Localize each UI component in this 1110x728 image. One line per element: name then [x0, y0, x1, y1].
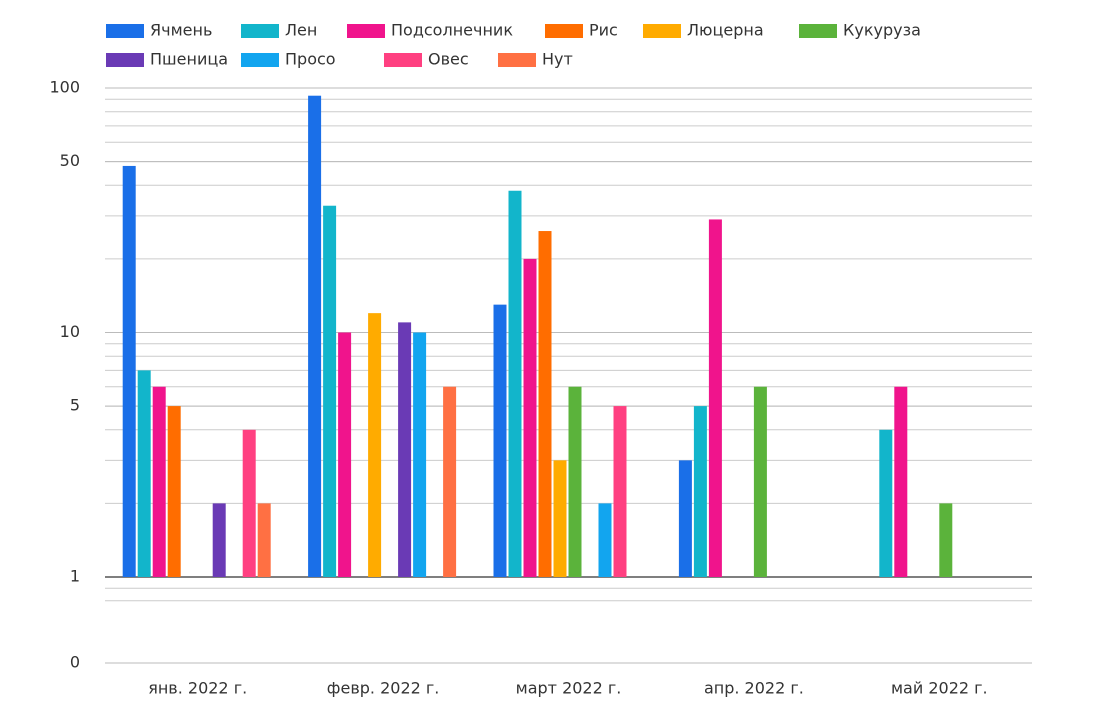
bar: [894, 386, 908, 577]
bar: [708, 219, 722, 577]
x-tick-label: март 2022 г.: [516, 679, 622, 698]
bar: [598, 503, 612, 577]
legend-label: Овес: [428, 50, 469, 69]
legend-label: Кукуруза: [843, 21, 921, 40]
bar: [257, 503, 271, 577]
bar: [613, 406, 627, 577]
bar: [167, 406, 181, 577]
bar: [538, 231, 552, 578]
bar: [242, 429, 256, 577]
bar: [152, 386, 166, 577]
legend-swatch: [106, 53, 144, 67]
bar: [398, 322, 412, 577]
y-tick-label: 50: [60, 151, 80, 170]
bar: [939, 503, 953, 577]
legend-label: Рис: [589, 21, 618, 40]
legend-label: Просо: [285, 50, 336, 69]
legend-label: Ячмень: [150, 21, 212, 40]
bar: [879, 429, 893, 577]
bar: [368, 313, 382, 577]
legend-label: Лен: [285, 21, 317, 40]
y-tick-label: 1: [70, 567, 80, 586]
y-tick-label: 100: [49, 78, 80, 97]
x-tick-label: апр. 2022 г.: [704, 679, 804, 698]
legend-swatch: [241, 24, 279, 38]
x-tick-label: янв. 2022 г.: [148, 679, 247, 698]
legend-label: Пшеница: [150, 50, 228, 69]
bar: [508, 190, 522, 577]
bar: [693, 406, 707, 577]
bar: [443, 386, 457, 577]
bar: [523, 258, 537, 577]
y-tick-label: 5: [70, 396, 80, 415]
bar: [137, 370, 151, 577]
legend-swatch: [347, 24, 385, 38]
bar: [212, 503, 226, 577]
legend-swatch: [498, 53, 536, 67]
legend-swatch: [384, 53, 422, 67]
bar: [493, 304, 507, 577]
bar: [323, 205, 337, 578]
legend-swatch: [545, 24, 583, 38]
legend-label: Нут: [542, 50, 573, 69]
bar: [308, 95, 322, 577]
y-tick-label: 10: [60, 322, 80, 341]
bar: [678, 460, 692, 577]
bar: [553, 460, 567, 577]
legend-swatch: [241, 53, 279, 67]
y-tick-label: 0: [70, 653, 80, 672]
legend-swatch: [106, 24, 144, 38]
legend-swatch: [799, 24, 837, 38]
bar: [753, 386, 767, 577]
legend-label: Люцерна: [687, 21, 764, 40]
bar: [568, 386, 582, 577]
legend-swatch: [643, 24, 681, 38]
legend-label: Подсолнечник: [391, 21, 513, 40]
x-tick-label: февр. 2022 г.: [327, 679, 440, 698]
bar: [122, 165, 136, 577]
bar: [413, 332, 427, 577]
x-tick-label: май 2022 г.: [891, 679, 988, 698]
bar: [338, 332, 352, 577]
